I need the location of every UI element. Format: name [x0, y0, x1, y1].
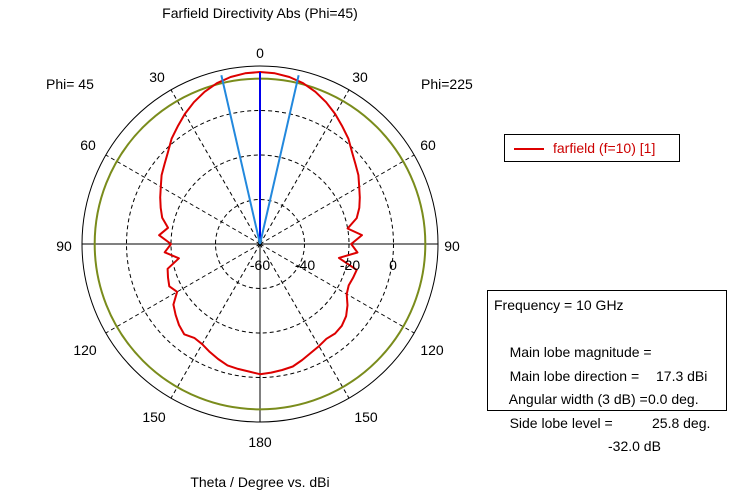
info-main-lobe-magnitude-label: Main lobe magnitude =	[509, 344, 652, 360]
plot-marks	[93, 71, 427, 411]
info-angular-width-value: 25.8 deg.	[652, 414, 711, 431]
angle-label-30-left: 30	[149, 69, 165, 85]
grid-spoke-30-right	[259, 89, 350, 245]
info-side-lobe-value: -32.0 dB	[608, 438, 661, 454]
angle-label-0: 0	[256, 45, 264, 61]
grid-spoke-120-left	[105, 243, 261, 334]
info-main-lobe-direction-label: Main lobe direction =	[509, 367, 640, 384]
phi-right-label: Phi=225	[421, 76, 473, 92]
grid-spoke-30-left	[170, 89, 261, 245]
legend-swatch	[514, 148, 544, 150]
radial-label-minus40: -40	[295, 257, 315, 273]
legend-label: farfield (f=10) [1]	[553, 140, 656, 156]
angle-label-120-left: 120	[73, 342, 97, 358]
info-angular-width: Angular width (3 dB) = 25.8 deg.	[494, 365, 720, 431]
info-frequency: Frequency = 10 GHz	[494, 297, 624, 313]
radial-label-minus20: -20	[340, 257, 360, 273]
polar-grid	[81, 65, 439, 423]
beamwidth-line-left	[220, 75, 261, 245]
angle-label-120-right: 120	[420, 342, 444, 358]
grid-spoke-150-right	[259, 243, 350, 399]
radial-label-minus60: -60	[250, 257, 270, 273]
radial-label-0: 0	[389, 257, 397, 273]
chart-title: Farfield Directivity Abs (Phi=45)	[162, 5, 358, 21]
angle-label-30-right: 30	[352, 69, 368, 85]
info-main-lobe-direction: Main lobe direction = 0.0 deg.	[494, 341, 720, 408]
info-main-lobe-magnitude: Main lobe magnitude = 17.3 dBi	[494, 318, 720, 384]
grid-spoke-120-right	[259, 243, 415, 334]
info-angular-width-label: Angular width (3 dB) =	[508, 391, 648, 407]
angle-label-60-right: 60	[420, 137, 436, 153]
angle-label-90-right: 90	[444, 238, 460, 254]
phi-left-label: Phi= 45	[46, 76, 94, 92]
x-axis-label: Theta / Degree vs. dBi	[190, 474, 329, 490]
beamwidth-line-right	[259, 75, 300, 245]
angle-label-180: 180	[248, 434, 272, 450]
angle-label-150-left: 150	[142, 409, 166, 425]
angle-label-150-right: 150	[354, 409, 378, 425]
grid-spoke-150-left	[170, 243, 261, 399]
angle-label-60-left: 60	[80, 137, 96, 153]
info-box: Frequency = 10 GHz Main lobe magnitude =…	[487, 290, 727, 455]
grid-spoke-60-left	[105, 154, 261, 245]
info-side-lobe-label: Side lobe level =	[509, 414, 613, 431]
angle-label-90-left: 90	[56, 238, 72, 254]
info-side-lobe-level: Side lobe level = -32.0 dB	[494, 388, 720, 455]
info-main-lobe-direction-value: 0.0 deg.	[648, 391, 699, 407]
legend: farfield (f=10) [1]	[504, 134, 680, 162]
info-main-lobe-magnitude-value: 17.3 dBi	[656, 367, 708, 384]
series-farfield-pattern	[158, 71, 363, 376]
grid-spoke-60-right	[259, 154, 415, 245]
